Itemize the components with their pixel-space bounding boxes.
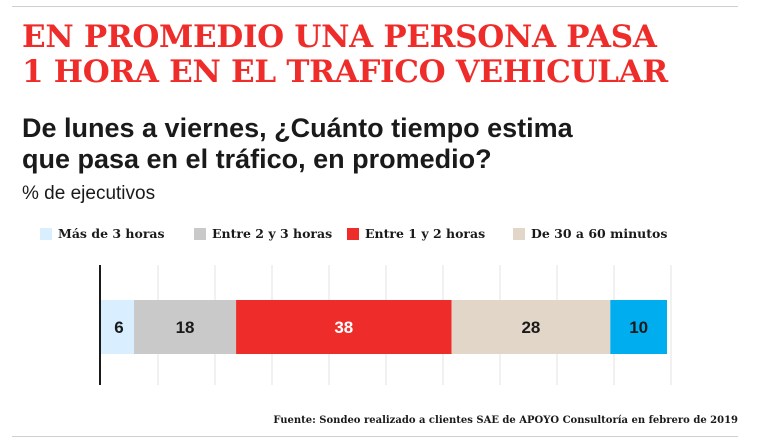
data-label-series-5: 10 xyxy=(629,318,648,337)
unit-label: % de ejecutivos xyxy=(22,183,156,204)
bar-segment-series-5 xyxy=(610,300,667,354)
legend-label: Más de 3 horas xyxy=(58,226,165,241)
legend-label: Entre 2 y 3 horas xyxy=(212,226,333,241)
legend-swatch xyxy=(194,228,206,240)
headline-line-2: 1 HORA EN EL TRAFICO VEHICULAR xyxy=(22,54,668,90)
source-note: Fuente: Sondeo realizado a clientes SAE … xyxy=(273,415,738,426)
bar-segment-entre-1-y-2-horas xyxy=(236,300,452,354)
bottom-rule xyxy=(12,436,738,437)
legend-label: Entre 1 y 2 horas xyxy=(365,226,486,241)
question-line-2: que pasa en el tráfico, en promedio? xyxy=(22,144,492,174)
chart-question: De lunes a viernes, ¿Cuánto tiempo estim… xyxy=(22,113,573,175)
bar-segment-entre-2-y-3-horas xyxy=(134,300,237,354)
legend-label: De 30 a 60 minutos xyxy=(531,226,668,241)
headline-line-1: EN PROMEDIO UNA PERSONA PASA xyxy=(22,19,657,55)
top-rule xyxy=(12,6,738,7)
data-label-entre-2-y-3-horas: 18 xyxy=(176,318,195,337)
stacked-bar-chart: 6 18 38 28 10 xyxy=(99,265,672,385)
data-label-de-30-a-60-minutos: 28 xyxy=(521,318,540,337)
legend-swatch xyxy=(513,228,525,240)
data-label-entre-1-y-2-horas: 38 xyxy=(334,318,353,337)
legend-swatch xyxy=(40,228,52,240)
data-label-mas-de-3-horas: 6 xyxy=(114,318,123,337)
question-line-1: De lunes a viernes, ¿Cuánto tiempo estim… xyxy=(22,113,573,143)
legend-swatch xyxy=(347,228,359,240)
bar-segment-mas-de-3-horas xyxy=(100,300,135,354)
bar-segment-de-30-a-60-minutos xyxy=(451,300,611,354)
headline: EN PROMEDIO UNA PERSONA PASA 1 HORA EN E… xyxy=(22,20,668,90)
